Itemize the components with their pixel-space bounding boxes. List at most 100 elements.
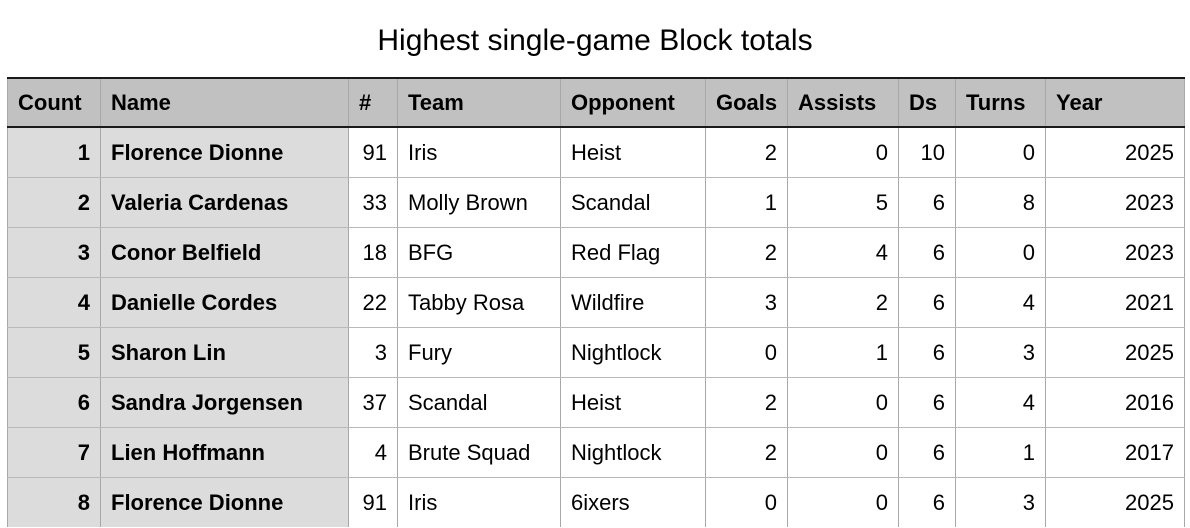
cell-number: 91 bbox=[348, 477, 398, 527]
cell-name: Florence Dionne bbox=[100, 127, 349, 178]
cell-goals: 0 bbox=[705, 477, 788, 527]
cell-count: 7 bbox=[7, 427, 101, 478]
cell-assists: 0 bbox=[787, 127, 899, 178]
cell-opponent: Nightlock bbox=[560, 327, 706, 378]
cell-year: 2017 bbox=[1045, 427, 1185, 478]
cell-team: Iris bbox=[397, 477, 561, 527]
cell-assists: 0 bbox=[787, 427, 899, 478]
cell-count: 2 bbox=[7, 177, 101, 228]
cell-goals: 0 bbox=[705, 327, 788, 378]
table-row: 6 Sandra Jorgensen 37 Scandal Heist 2 0 6 4 2016 bbox=[7, 377, 1185, 428]
header-cell-year: Year bbox=[1045, 77, 1185, 128]
cell-turns: 0 bbox=[955, 127, 1046, 178]
table-header: Count Name # Team Opponent Goals Assists Ds Turn… bbox=[7, 77, 1185, 128]
cell-count: 6 bbox=[7, 377, 101, 428]
header-cell-name: Name bbox=[100, 77, 349, 128]
cell-count: 8 bbox=[7, 477, 101, 527]
cell-team: Brute Squad bbox=[397, 427, 561, 478]
cell-turns: 3 bbox=[955, 327, 1046, 378]
cell-turns: 4 bbox=[955, 377, 1046, 428]
cell-ds: 6 bbox=[898, 377, 956, 428]
cell-name: Florence Dionne bbox=[100, 477, 349, 527]
cell-opponent: Wildfire bbox=[560, 277, 706, 328]
cell-team: Iris bbox=[397, 127, 561, 178]
cell-ds: 6 bbox=[898, 477, 956, 527]
cell-opponent: 6ixers bbox=[560, 477, 706, 527]
header-cell-team: Team bbox=[397, 77, 561, 128]
cell-ds: 6 bbox=[898, 427, 956, 478]
cell-name: Conor Belfield bbox=[100, 227, 349, 278]
table-body: 1 Florence Dionne 91 Iris Heist 2 0 10 0 2025 2 Val… bbox=[7, 127, 1185, 527]
cell-number: 37 bbox=[348, 377, 398, 428]
cell-number: 33 bbox=[348, 177, 398, 228]
cell-count: 3 bbox=[7, 227, 101, 278]
cell-goals: 3 bbox=[705, 277, 788, 328]
cell-number: 4 bbox=[348, 427, 398, 478]
cell-turns: 3 bbox=[955, 477, 1046, 527]
table-row: 1 Florence Dionne 91 Iris Heist 2 0 10 0 2025 bbox=[7, 127, 1185, 178]
header-row: Count Name # Team Opponent Goals Assists Ds Turn… bbox=[7, 77, 1185, 128]
cell-turns: 8 bbox=[955, 177, 1046, 228]
cell-name: Valeria Cardenas bbox=[100, 177, 349, 228]
table-row: 3 Conor Belfield 18 BFG Red Flag 2 4 6 0 2023 bbox=[7, 227, 1185, 278]
header-cell-number: # bbox=[348, 77, 398, 128]
cell-goals: 2 bbox=[705, 377, 788, 428]
cell-turns: 1 bbox=[955, 427, 1046, 478]
header-cell-ds: Ds bbox=[898, 77, 956, 128]
table-row: 5 Sharon Lin 3 Fury Nightlock 0 1 6 3 2025 bbox=[7, 327, 1185, 378]
cell-team: Tabby Rosa bbox=[397, 277, 561, 328]
table-row: 7 Lien Hoffmann 4 Brute Squad Nightlock 2 0 6 1 2… bbox=[7, 427, 1185, 478]
table-row: 8 Florence Dionne 91 Iris 6ixers 0 0 6 3 2025 bbox=[7, 477, 1185, 527]
cell-name: Sandra Jorgensen bbox=[100, 377, 349, 428]
cell-turns: 0 bbox=[955, 227, 1046, 278]
cell-name: Lien Hoffmann bbox=[100, 427, 349, 478]
cell-team: BFG bbox=[397, 227, 561, 278]
header-cell-goals: Goals bbox=[705, 77, 788, 128]
table-row: 2 Valeria Cardenas 33 Molly Brown Scandal 1 5 6… bbox=[7, 177, 1185, 228]
cell-ds: 6 bbox=[898, 227, 956, 278]
header-cell-assists: Assists bbox=[787, 77, 899, 128]
header-cell-count: Count bbox=[7, 77, 101, 128]
cell-opponent: Heist bbox=[560, 377, 706, 428]
cell-name: Danielle Cordes bbox=[100, 277, 349, 328]
cell-goals: 1 bbox=[705, 177, 788, 228]
cell-year: 2025 bbox=[1045, 127, 1185, 178]
cell-number: 18 bbox=[348, 227, 398, 278]
cell-goals: 2 bbox=[705, 227, 788, 278]
cell-count: 5 bbox=[7, 327, 101, 378]
cell-ds: 6 bbox=[898, 177, 956, 228]
cell-turns: 4 bbox=[955, 277, 1046, 328]
cell-year: 2021 bbox=[1045, 277, 1185, 328]
cell-team: Fury bbox=[397, 327, 561, 378]
header-cell-turns: Turns bbox=[955, 77, 1046, 128]
cell-team: Molly Brown bbox=[397, 177, 561, 228]
cell-assists: 5 bbox=[787, 177, 899, 228]
cell-year: 2016 bbox=[1045, 377, 1185, 428]
cell-count: 4 bbox=[7, 277, 101, 328]
cell-assists: 4 bbox=[787, 227, 899, 278]
cell-year: 2025 bbox=[1045, 327, 1185, 378]
cell-year: 2023 bbox=[1045, 227, 1185, 278]
page-title: Highest single-game Block totals bbox=[377, 24, 813, 57]
cell-goals: 2 bbox=[705, 127, 788, 178]
cell-number: 22 bbox=[348, 277, 398, 328]
cell-number: 91 bbox=[348, 127, 398, 178]
cell-assists: 2 bbox=[787, 277, 899, 328]
cell-opponent: Scandal bbox=[560, 177, 706, 228]
cell-ds: 10 bbox=[898, 127, 956, 178]
table-row: 4 Danielle Cordes 22 Tabby Rosa Wildfire 3 2 6 4… bbox=[7, 277, 1185, 328]
cell-team: Scandal bbox=[397, 377, 561, 428]
cell-goals: 2 bbox=[705, 427, 788, 478]
cell-year: 2023 bbox=[1045, 177, 1185, 228]
cell-year: 2025 bbox=[1045, 477, 1185, 527]
cell-ds: 6 bbox=[898, 327, 956, 378]
cell-name: Sharon Lin bbox=[100, 327, 349, 378]
header-cell-opponent: Opponent bbox=[560, 77, 706, 128]
cell-assists: 0 bbox=[787, 377, 899, 428]
cell-opponent: Red Flag bbox=[560, 227, 706, 278]
cell-number: 3 bbox=[348, 327, 398, 378]
cell-ds: 6 bbox=[898, 277, 956, 328]
cell-assists: 1 bbox=[787, 327, 899, 378]
block-totals-table: Count Name # Team Opponent Goals Assists Ds Turn… bbox=[7, 77, 1185, 527]
table-container: Count Name # Team Opponent Goals Assists Ds Turn… bbox=[7, 77, 1185, 527]
